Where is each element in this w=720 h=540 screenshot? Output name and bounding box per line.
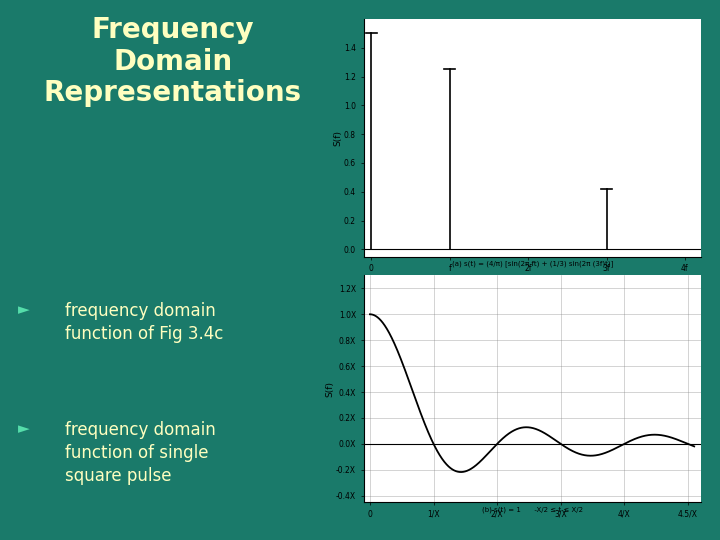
Text: (a) s(t) = (4/π) [sin(2π ft) + (1/3) sin(2π (3f)t)]: (a) s(t) = (4/π) [sin(2π ft) + (1/3) sin… — [452, 260, 613, 267]
Text: Frequency
Domain
Representations: Frequency Domain Representations — [44, 16, 302, 107]
Text: (b) s(t) = 1      -X/2 ≤ t ≤ X/2: (b) s(t) = 1 -X/2 ≤ t ≤ X/2 — [482, 507, 583, 513]
Text: ►: ► — [18, 302, 30, 318]
Text: ►: ► — [18, 421, 30, 436]
Text: frequency domain
function of Fig 3.4c: frequency domain function of Fig 3.4c — [65, 302, 223, 343]
Y-axis label: S(f): S(f) — [325, 381, 335, 397]
Text: frequency domain
function of single
square pulse: frequency domain function of single squa… — [65, 421, 215, 485]
Y-axis label: S(f): S(f) — [333, 130, 343, 146]
